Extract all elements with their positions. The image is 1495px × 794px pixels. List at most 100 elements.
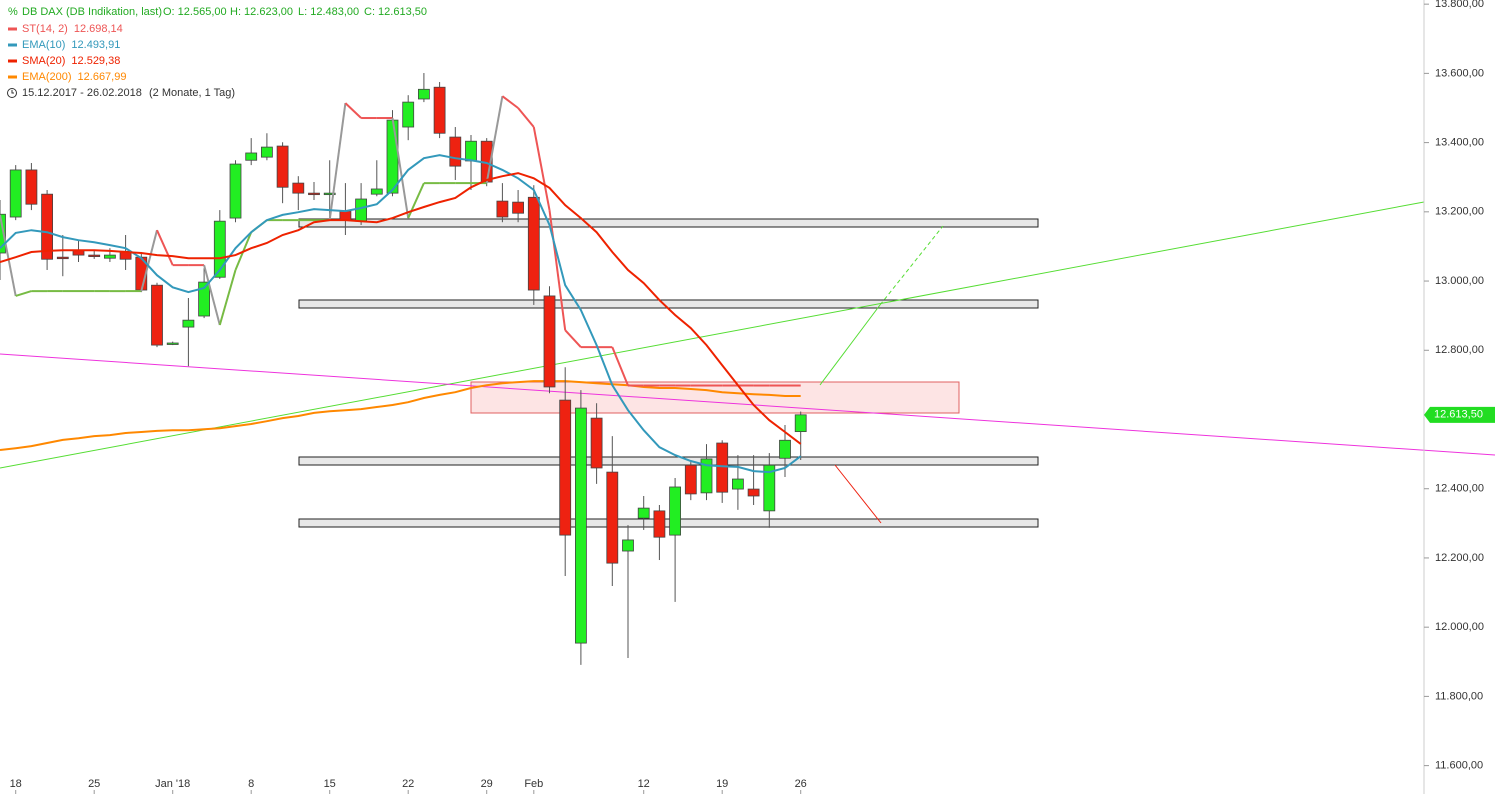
candle-body xyxy=(590,417,603,469)
candle-body xyxy=(56,256,69,260)
forecast xyxy=(819,304,881,386)
date-range: 15.12.2017 - 26.02.2018 xyxy=(22,87,142,99)
indicator-segment xyxy=(407,182,425,219)
forecast xyxy=(834,464,882,524)
candle-body xyxy=(9,169,22,218)
x-tick-label: 29 xyxy=(481,778,493,790)
indicator-segment xyxy=(344,102,362,119)
candle-body xyxy=(433,86,446,134)
y-tick-label: 13.000,00 xyxy=(1435,275,1484,287)
ohlc: O: 12.565,00 xyxy=(163,6,227,18)
candle-body xyxy=(527,196,540,291)
candle-body xyxy=(151,284,163,346)
candle-body xyxy=(88,254,101,257)
legend-value: 12.698,14 xyxy=(74,23,123,35)
candle-body xyxy=(213,220,226,278)
candle-body xyxy=(229,163,242,219)
indicator-segment xyxy=(218,269,237,326)
y-tick-label: 11.600,00 xyxy=(1435,760,1483,772)
legend-name: ST(14, 2) xyxy=(22,23,68,35)
x-tick-label: 8 xyxy=(248,778,254,790)
candle-body xyxy=(559,399,572,536)
candle-body xyxy=(606,471,619,564)
indicator-segment xyxy=(0,214,17,297)
trendline xyxy=(0,353,1495,456)
title: DB DAX (DB Indikation, last) xyxy=(22,6,162,18)
indicator-segment xyxy=(501,95,519,109)
x-tick-label: 12 xyxy=(638,778,650,790)
legend-name: SMA(20) xyxy=(22,55,65,67)
candle-body xyxy=(794,414,807,433)
candle-body xyxy=(543,295,556,388)
indicator-segment xyxy=(485,96,504,184)
candle-body xyxy=(370,188,383,195)
indicator-segment xyxy=(564,329,582,348)
candle-body xyxy=(700,458,713,494)
candle-body xyxy=(198,281,211,317)
candle-body xyxy=(260,146,273,158)
indicator-segment xyxy=(328,103,347,221)
candle-body xyxy=(166,342,179,345)
candle-body xyxy=(276,145,289,188)
x-tick-label: 18 xyxy=(10,778,22,790)
candle-body xyxy=(182,319,195,328)
plot xyxy=(0,73,807,665)
candle-body xyxy=(25,169,38,205)
x-tick-label: 22 xyxy=(402,778,414,790)
period: (2 Monate, 1 Tag) xyxy=(149,87,235,99)
legend-name: EMA(200) xyxy=(22,71,72,83)
trendline xyxy=(0,201,1425,469)
candle-body xyxy=(323,192,336,196)
y-tick-label: 12.800,00 xyxy=(1435,344,1484,356)
legend-value: 12.529,38 xyxy=(71,55,120,67)
y-tick-label: 12.000,00 xyxy=(1435,621,1484,633)
clock-icon xyxy=(7,88,17,98)
candle-body xyxy=(732,478,744,490)
x-tick-label: 26 xyxy=(795,778,807,790)
zone xyxy=(298,218,1039,228)
y-tick-label: 12.400,00 xyxy=(1435,483,1484,495)
candle-body xyxy=(245,152,258,161)
candle-body xyxy=(684,464,697,495)
candle-body xyxy=(763,464,776,512)
clock-icon xyxy=(11,90,14,94)
x-tick-label: Jan '18 xyxy=(155,778,190,790)
indicator-segment xyxy=(517,107,535,128)
forecast xyxy=(879,225,944,306)
candle-body xyxy=(637,507,650,519)
ohlc: L: 12.483,00 xyxy=(298,6,359,18)
candle-body xyxy=(779,439,791,459)
indicator-segment xyxy=(548,209,567,331)
candle-body xyxy=(512,201,524,214)
candle-body xyxy=(308,192,320,196)
y-tick-label: 13.200,00 xyxy=(1435,206,1484,218)
price-marker xyxy=(1424,406,1495,423)
indicator-segment xyxy=(532,126,551,211)
legend: % DB DAX (DB Indikation, last) O: 12.565… xyxy=(7,6,427,99)
indicator-segment xyxy=(15,290,32,297)
candle-body xyxy=(402,101,415,128)
indicator-segment xyxy=(611,346,629,386)
price-label: 12.613,50 xyxy=(1434,409,1483,421)
candle-body xyxy=(292,182,305,194)
indicator-segment xyxy=(391,117,410,219)
candle-body xyxy=(496,200,509,218)
drawings xyxy=(0,201,1495,528)
y-tick-label: 12.200,00 xyxy=(1435,552,1484,564)
x-tick-label: 25 xyxy=(88,778,100,790)
x-tick-label: 19 xyxy=(716,778,728,790)
zone xyxy=(298,299,1039,309)
legend-value: 12.493,91 xyxy=(71,39,120,51)
candle-body xyxy=(716,442,729,493)
candle-body xyxy=(355,198,368,222)
candle-body xyxy=(622,539,634,552)
candle-body xyxy=(465,140,477,162)
candle-body xyxy=(449,136,462,167)
ohlc: H: 12.623,00 xyxy=(230,6,293,18)
candle-body xyxy=(653,510,666,538)
icon: % xyxy=(8,6,18,18)
x-tick-label: Feb xyxy=(524,778,543,790)
candle-body xyxy=(669,486,681,536)
candle-body xyxy=(747,488,760,497)
